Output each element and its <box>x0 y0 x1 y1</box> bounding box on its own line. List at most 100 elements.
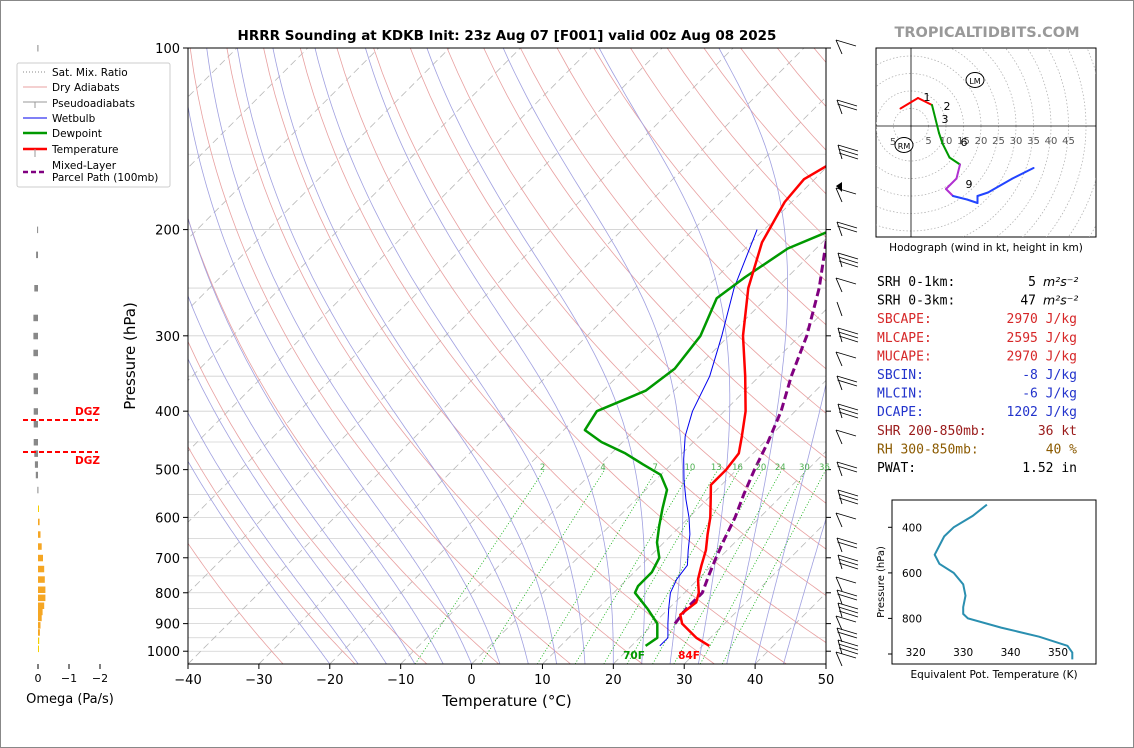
hodograph-height-label: 6 <box>961 136 968 149</box>
dry-adiabat <box>446 48 826 504</box>
omega-bar <box>38 505 39 512</box>
mixing-ratio-label: 24 <box>775 463 786 473</box>
index-label: RH 300-850mb: <box>877 442 979 457</box>
omega-bar <box>38 565 45 573</box>
theta-e-x-tick-label: 350 <box>1048 647 1068 659</box>
dry-adiabat <box>188 445 356 664</box>
moist-adiabat <box>718 48 788 664</box>
wind-barb-flag <box>838 562 859 570</box>
legend-label-mixing-ratio: Sat. Mix. Ratio <box>52 67 128 79</box>
dry-adiabat <box>226 48 643 664</box>
y-tick-label: 900 <box>155 618 180 633</box>
theta-e-plot: 320 330 340 350 400 600 800 Pressure (hPa) Equ… <box>876 499 1097 681</box>
dry-adiabat <box>263 48 715 664</box>
legend-box <box>16 62 171 188</box>
hodograph-segment <box>955 163 961 180</box>
skewt-profiles <box>583 164 826 647</box>
wind-barb <box>837 144 859 160</box>
mixing-ratio-line <box>480 469 606 664</box>
mixing-ratio-labels: 2 4 7 10 13 16 20 24 30 36 <box>540 463 830 473</box>
wind-barb <box>835 39 857 55</box>
omega-bar <box>38 531 41 538</box>
wind-barb-flag <box>837 403 859 411</box>
index-unit: m²s⁻² <box>1043 274 1078 289</box>
index-label: PWAT: <box>877 461 916 476</box>
legend-label-dry-adiabats: Dry Adiabats <box>52 82 120 94</box>
index-value: 47 <box>1020 294 1036 309</box>
wind-barb-flag <box>838 647 859 655</box>
wind-barb-staff <box>836 461 843 477</box>
wind-barb-flag <box>838 497 859 505</box>
profile-temperature <box>679 164 826 647</box>
index-value: 1202 J/kg <box>1007 405 1077 420</box>
mixing-ratio-line <box>414 469 545 664</box>
wind-barb <box>836 627 858 643</box>
mixing-ratio-label: 13 <box>711 463 722 473</box>
wind-barb-staff <box>835 576 843 592</box>
omega-bar <box>38 614 42 622</box>
wind-barb-staff <box>835 512 843 528</box>
isotherm <box>188 48 805 664</box>
moist-adiabat <box>188 104 472 664</box>
wind-barb-staff <box>835 277 843 293</box>
theta-e-y-tick-label: 800 <box>902 613 922 625</box>
x-ticks: −40 −30 −20 −10 0 10 20 30 40 50 <box>174 664 834 688</box>
omega-bar <box>38 622 41 629</box>
wind-barb-staff <box>837 403 843 419</box>
wind-barb <box>835 277 857 293</box>
wind-barb-flag <box>835 576 857 584</box>
mixing-ratio-line <box>721 469 826 664</box>
omega-bar <box>33 387 38 395</box>
legend-label-parcel-line2: Parcel Path (100mb) <box>52 172 158 184</box>
hodograph-ring-label: 35 <box>1027 136 1040 147</box>
x-tick-label: −40 <box>174 673 201 688</box>
legend-label-pseudoadiabats: Pseudoadiabats <box>52 98 135 110</box>
theta-e-y-tick-label: 600 <box>902 568 922 580</box>
hodograph-segment <box>941 142 951 159</box>
y-tick-label: 800 <box>155 587 180 602</box>
wind-barb <box>835 576 857 592</box>
moist-adiabat <box>188 357 387 664</box>
wind-barb-staff <box>837 639 843 655</box>
y-ticks: 100 200 300 400 500 600 700 800 900 1000 <box>147 42 831 660</box>
hodograph-caption: Hodograph (wind in kt, height in km) <box>889 242 1083 254</box>
moist-adiabat <box>188 294 416 664</box>
wind-barb <box>836 375 858 391</box>
omega-bar <box>38 608 43 616</box>
y-tick-label: 500 <box>155 464 180 479</box>
index-value: 36 kt <box>1038 424 1077 439</box>
wind-barb <box>836 461 858 477</box>
moist-adiabat <box>754 382 826 664</box>
index-unit: m²s⁻² <box>1043 293 1078 308</box>
hodograph-segment <box>899 97 919 110</box>
wind-barb-staff <box>835 615 843 631</box>
figure-title: HRRR Sounding at KDKB Init: 23z Aug 07 [… <box>238 28 777 44</box>
x-tick-label: 30 <box>676 673 693 688</box>
isotherm <box>471 308 826 664</box>
wind-barb-flag <box>836 221 858 229</box>
profile-wetbulb <box>659 229 758 647</box>
wind-barb-flag <box>836 375 858 383</box>
dry-adiabat <box>189 48 571 664</box>
hodograph-ring-labels: 5 10 15 20 25 30 35 40 45 <box>925 136 1075 147</box>
wind-barb-flag <box>837 541 858 549</box>
wind-barb-flag <box>837 489 859 497</box>
wind-barb-staff <box>835 429 843 445</box>
omega-bar <box>35 471 38 479</box>
hodograph-segment <box>917 97 933 106</box>
hodograph-ring-label: 15 <box>957 136 970 147</box>
legend-label-parcel-line1: Mixed-Layer <box>52 160 117 172</box>
index-label: MUCAPE: <box>877 349 932 364</box>
theta-e-x-tick-label: 340 <box>1001 647 1021 659</box>
mixing-ratio-label: 2 <box>540 463 545 473</box>
wind-barb <box>837 602 859 618</box>
theta-e-line <box>933 503 1074 660</box>
x-tick-label: −30 <box>245 673 272 688</box>
hodograph-ring-label: 45 <box>1062 136 1075 147</box>
wind-barb-flag <box>838 256 859 264</box>
wind-barb-flag <box>837 465 858 473</box>
wind-barb-flag <box>837 252 859 260</box>
hodograph-segment <box>952 195 968 201</box>
wind-barb-flag <box>836 589 858 597</box>
